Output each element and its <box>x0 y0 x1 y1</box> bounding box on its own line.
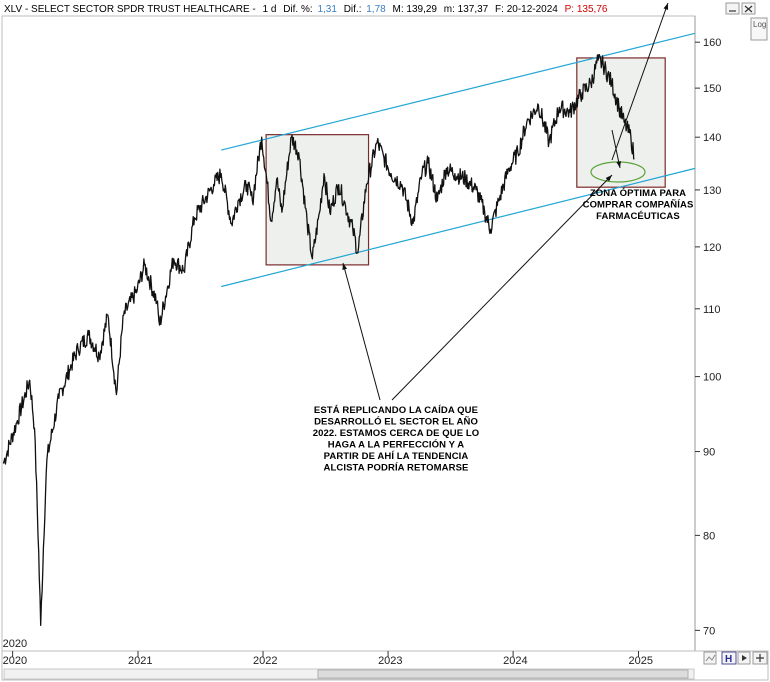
arrow-right-icon <box>742 655 747 661</box>
trend-channel-line <box>221 32 696 151</box>
y-tick-label: 150 <box>703 83 721 95</box>
trend-channel-line <box>221 167 696 288</box>
annotation-line: DESARROLLÓ EL SECTOR EL AÑO <box>314 416 478 428</box>
y-tick-label: 140 <box>703 132 721 144</box>
close-button[interactable] <box>741 2 756 15</box>
annotation-line: FARMACÉUTICAS <box>596 211 680 222</box>
header-max: M: 139,29 <box>393 4 438 15</box>
y-tick-label: 80 <box>703 530 715 542</box>
arrow-to-optimal-zone <box>391 174 613 401</box>
header-symbol: XLV - SELECT SECTOR SPDR TRUST HEALTHCAR… <box>4 4 256 15</box>
expand-button[interactable] <box>752 651 768 665</box>
arrow-to-ellipse-head <box>616 161 621 168</box>
annotation-line: HAGA A LA PERFECCIÓN Y A <box>328 439 465 451</box>
header-min: m: 137,37 <box>444 4 489 15</box>
x-tick-label: 2025 <box>628 655 652 667</box>
header-price: P: 135,76 <box>565 4 608 15</box>
highlight-box <box>265 134 370 266</box>
y-tick-label: 120 <box>703 242 721 254</box>
header-dif-label: Dif.: <box>344 4 362 15</box>
scroll-right-button[interactable] <box>737 651 751 665</box>
arrow-projected-rise-head <box>663 3 669 10</box>
annotation-line: PARTIR DE AHÍ LA TENDENCIA <box>324 451 469 462</box>
annotation-line: ESTÁ REPLICANDO LA CAÍDA QUE <box>314 405 478 416</box>
price-line <box>2 54 635 626</box>
log-label: Log <box>753 20 766 29</box>
crosshair-button[interactable]: H <box>721 651 737 665</box>
header-period: 1 d <box>263 4 277 15</box>
header-date: F: 20-12-2024 <box>495 4 558 15</box>
annotation-line: 2022. ESTAMOS CERCA DE QUE LO <box>313 428 480 439</box>
x-tick-label: 2022 <box>253 655 277 667</box>
y-tick-label: 90 <box>703 447 715 459</box>
annotation-line: COMPRAR COMPAÑÍAS <box>583 200 694 211</box>
expand-icon <box>756 654 764 662</box>
arrow-to-optimal-zone-head <box>605 175 612 182</box>
wave-icon <box>705 654 716 662</box>
log-scale-toggle[interactable]: Log <box>750 17 768 41</box>
y-tick-label: 100 <box>703 372 721 384</box>
arrow-to-2022-box <box>342 262 381 401</box>
annotation-line: ZONA ÓPTIMA PARA <box>590 187 686 199</box>
x-tick-label: 2024 <box>503 655 527 667</box>
arrow-projected-rise <box>611 2 669 161</box>
header-dif-pct-value: 1,31 <box>317 4 337 15</box>
x-tick-label: 2021 <box>128 655 152 667</box>
x-tick-label: 2023 <box>378 655 402 667</box>
y-tick-label: 70 <box>703 625 715 637</box>
zoom-fit-button[interactable] <box>703 651 717 665</box>
close-icon <box>744 5 753 13</box>
year-marker-label: 2020 <box>3 638 27 650</box>
scrollbar-thumb[interactable] <box>317 669 689 679</box>
header-dif-pct-label: Dif. %: <box>283 4 312 15</box>
minimize-button[interactable] <box>725 2 740 15</box>
h-icon: H <box>725 654 732 665</box>
x-tick-label: 2020 <box>3 655 27 667</box>
y-tick-label: 130 <box>703 185 721 197</box>
arrow-to-2022-box-head <box>342 263 348 270</box>
y-tick-label: 160 <box>703 37 721 49</box>
svg-text:XLV - SELECT SECTOR SPDR TRUST: XLV - SELECT SECTOR SPDR TRUST HEALTHCAR… <box>4 4 608 15</box>
y-tick-label: 110 <box>703 304 721 316</box>
annotation-line: ALCISTA PODRÍA RETOMARSE <box>324 463 469 474</box>
header-dif-value: 1,78 <box>366 4 386 15</box>
highlight-box <box>576 57 666 188</box>
